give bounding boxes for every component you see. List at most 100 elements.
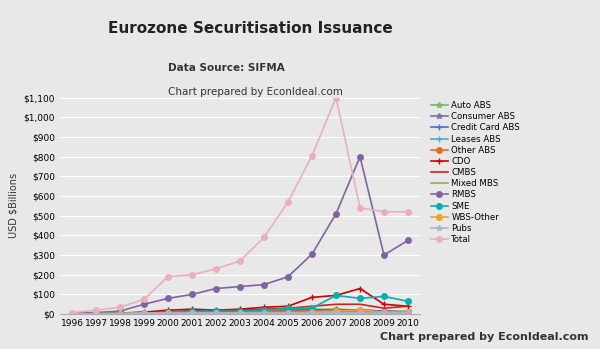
WBS-Other <box>284 311 292 315</box>
Other ABS <box>68 312 76 316</box>
Other ABS <box>356 309 364 313</box>
Mixed MBS <box>116 312 124 316</box>
CMBS <box>356 302 364 306</box>
Mixed MBS <box>356 311 364 315</box>
Credit Card ABS <box>116 311 124 315</box>
Leases ABS <box>68 312 76 316</box>
Auto ABS <box>332 307 340 311</box>
Other ABS <box>332 309 340 313</box>
Total <box>116 305 124 309</box>
CMBS <box>404 304 412 308</box>
Leases ABS <box>140 311 148 315</box>
Mixed MBS <box>308 311 316 315</box>
RMBS <box>404 238 412 243</box>
Consumer ABS <box>188 309 196 313</box>
Leases ABS <box>92 312 100 316</box>
SME <box>236 309 244 313</box>
Line: Credit Card ABS: Credit Card ABS <box>68 307 412 317</box>
Line: Mixed MBS: Mixed MBS <box>72 313 408 314</box>
CDO <box>140 310 148 314</box>
Line: CDO: CDO <box>68 285 412 317</box>
RMBS <box>140 302 148 306</box>
Other ABS <box>404 310 412 314</box>
Pubs <box>308 311 316 315</box>
Leases ABS <box>380 311 388 315</box>
RMBS <box>380 253 388 257</box>
Total <box>308 154 316 158</box>
CMBS <box>92 312 100 316</box>
Auto ABS <box>236 309 244 313</box>
Pubs <box>356 311 364 315</box>
Total <box>380 210 388 214</box>
CMBS <box>284 306 292 310</box>
Auto ABS <box>68 312 76 316</box>
CDO <box>212 308 220 312</box>
Total <box>140 297 148 302</box>
Total <box>68 310 76 314</box>
Auto ABS <box>212 309 220 313</box>
RMBS <box>260 282 268 287</box>
Credit Card ABS <box>92 312 100 316</box>
Pubs <box>116 311 124 315</box>
Total <box>164 275 172 279</box>
CDO <box>380 302 388 306</box>
WBS-Other <box>92 312 100 316</box>
CMBS <box>260 307 268 311</box>
Leases ABS <box>308 310 316 314</box>
Line: Auto ABS: Auto ABS <box>69 306 411 317</box>
SME <box>356 296 364 300</box>
Total <box>92 308 100 312</box>
Line: WBS-Other: WBS-Other <box>69 307 411 317</box>
Pubs <box>140 311 148 315</box>
WBS-Other <box>236 311 244 315</box>
Auto ABS <box>380 309 388 313</box>
CDO <box>332 293 340 297</box>
Line: Pubs: Pubs <box>69 310 411 317</box>
CDO <box>260 305 268 309</box>
CMBS <box>164 310 172 314</box>
Line: SME: SME <box>69 292 411 317</box>
CMBS <box>380 306 388 310</box>
Other ABS <box>116 311 124 315</box>
Auto ABS <box>140 310 148 314</box>
Credit Card ABS <box>140 311 148 315</box>
Mixed MBS <box>68 312 76 316</box>
CMBS <box>332 302 340 306</box>
Other ABS <box>212 309 220 313</box>
RMBS <box>188 292 196 297</box>
CDO <box>404 304 412 308</box>
Leases ABS <box>116 312 124 316</box>
Leases ABS <box>284 310 292 314</box>
Text: Eurozone Securitisation Issuance: Eurozone Securitisation Issuance <box>108 21 393 36</box>
SME <box>140 311 148 315</box>
Pubs <box>380 311 388 315</box>
Auto ABS <box>284 307 292 311</box>
WBS-Other <box>356 308 364 312</box>
Other ABS <box>380 310 388 314</box>
WBS-Other <box>332 309 340 313</box>
Legend: Auto ABS, Consumer ABS, Credit Card ABS, Leases ABS, Other ABS, CDO, CMBS, Mixed: Auto ABS, Consumer ABS, Credit Card ABS,… <box>427 98 524 247</box>
Consumer ABS <box>140 311 148 315</box>
Auto ABS <box>188 309 196 313</box>
Leases ABS <box>164 311 172 315</box>
Total <box>332 96 340 100</box>
Pubs <box>164 311 172 315</box>
Auto ABS <box>116 311 124 315</box>
RMBS <box>236 284 244 289</box>
CMBS <box>236 308 244 312</box>
RMBS <box>308 252 316 256</box>
Text: Chart prepared by EconIdeal.com: Chart prepared by EconIdeal.com <box>168 87 343 97</box>
Leases ABS <box>212 311 220 315</box>
Consumer ABS <box>236 308 244 312</box>
SME <box>284 306 292 310</box>
RMBS <box>284 275 292 279</box>
Auto ABS <box>356 308 364 312</box>
Line: Total: Total <box>69 95 411 315</box>
WBS-Other <box>164 311 172 315</box>
Line: Consumer ABS: Consumer ABS <box>69 307 411 317</box>
Auto ABS <box>164 310 172 314</box>
RMBS <box>332 212 340 216</box>
Text: Chart prepared by EconIdeal.com: Chart prepared by EconIdeal.com <box>380 332 588 342</box>
SME <box>188 309 196 313</box>
Mixed MBS <box>332 311 340 315</box>
